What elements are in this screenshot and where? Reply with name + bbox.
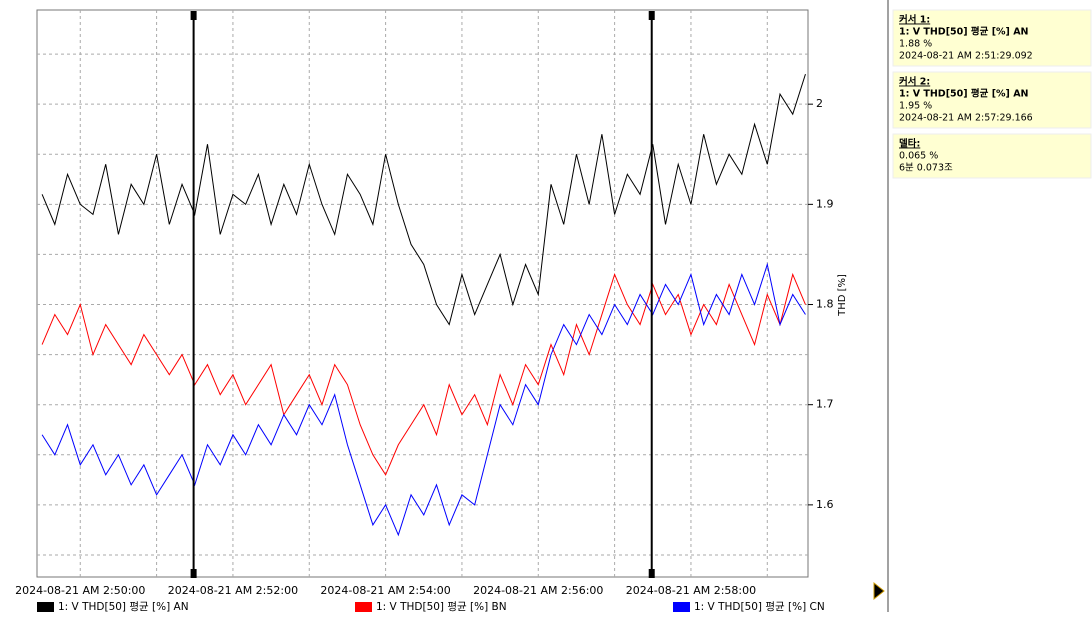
x-tick-label: 2024-08-21 AM 2:54:00: [320, 584, 450, 597]
delta-time: 6분 0.073조: [899, 163, 953, 174]
legend-label: 1: V THD[50] 평균 [%] CN: [694, 601, 825, 613]
cursor-time: 2024-08-21 AM 2:51:29.092: [899, 51, 1033, 62]
cursor-handle: [190, 11, 197, 20]
plot-area: [36, 9, 809, 578]
y-tick-label: 2: [816, 97, 823, 110]
cursor-panel: 커서 1: 1: V THD[50] 평균 [%] AN 1.88 % 2024…: [892, 9, 1092, 179]
series-line: [41, 73, 806, 326]
x-tick-label: 2024-08-21 AM 2:56:00: [473, 584, 603, 597]
info-box: [892, 133, 1092, 179]
y-tick-label: 1.8: [816, 298, 834, 311]
cursor-series: 1: V THD[50] 평균 [%] AN: [899, 26, 1029, 38]
info-box: [892, 9, 1092, 67]
x-tick-label: 2024-08-21 AM 2:52:00: [168, 584, 298, 597]
cursor-time: 2024-08-21 AM 2:57:29.166: [899, 113, 1033, 124]
cursor-value: 1.88 %: [899, 39, 932, 50]
cursor-value: 1.95 %: [899, 101, 932, 112]
cursor-title: 커서 2:: [899, 76, 930, 88]
cursor-handle: [648, 569, 655, 578]
delta-value: 0.065 %: [899, 151, 938, 162]
y-tick-label: 1.9: [816, 197, 834, 210]
y-axis-label: THD [%]: [837, 274, 848, 317]
cursor-series: 1: V THD[50] 평균 [%] AN: [899, 88, 1029, 100]
legend-swatch: [37, 602, 54, 612]
cursor-title: 커서 1:: [899, 14, 930, 26]
info-box: [892, 71, 1092, 129]
legend-label: 1: V THD[50] 평균 [%] AN: [58, 601, 189, 613]
y-tick-label: 1.7: [816, 398, 834, 411]
cursor-handle: [190, 569, 197, 578]
series-line: [41, 262, 806, 537]
cursor-handle: [648, 11, 655, 20]
delta-title: 델타:: [899, 138, 920, 150]
series-line: [41, 272, 806, 476]
legend-swatch: [673, 602, 690, 612]
legend-label: 1: V THD[50] 평균 [%] BN: [376, 601, 507, 613]
legend-swatch: [355, 602, 372, 612]
x-tick-label: 2024-08-21 AM 2:50:00: [15, 584, 145, 597]
y-tick-label: 1.6: [816, 498, 834, 511]
scroll-button[interactable]: [873, 581, 885, 601]
x-tick-label: 2024-08-21 AM 2:58:00: [626, 584, 756, 597]
